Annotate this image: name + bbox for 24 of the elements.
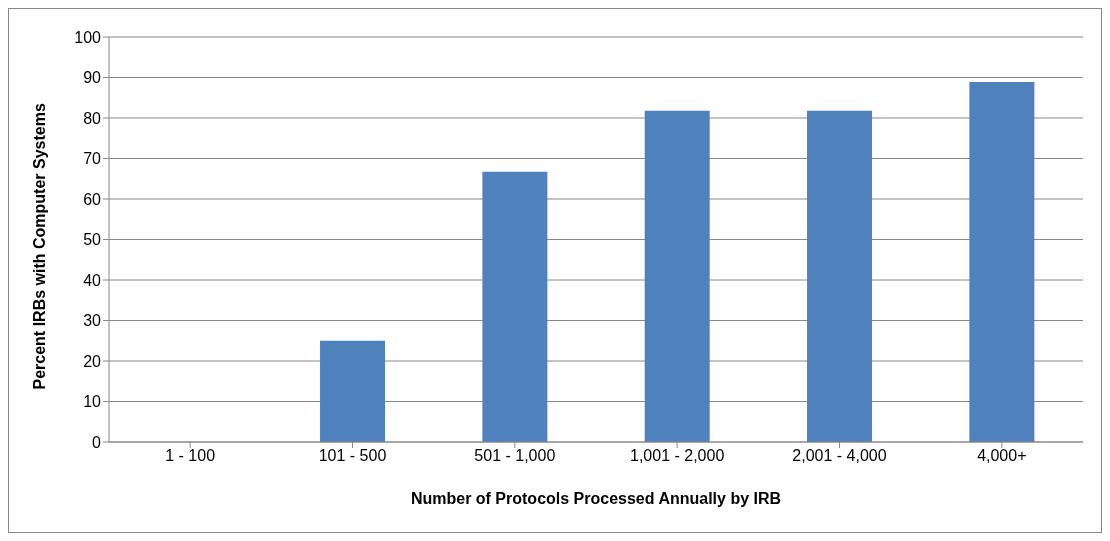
y-tick-label: 100 [74,28,102,46]
x-tick-label: 101 - 500 [318,447,387,465]
bar [482,171,548,442]
x-tick-label: 2,001 - 4,000 [792,447,887,465]
x-tick-label: 1 - 100 [165,447,216,465]
x-tick-label: 501 - 1,000 [474,447,556,465]
y-tick-label: 30 [83,312,102,330]
x-tick-label: 1,001 - 2,000 [630,447,725,465]
y-tick-label: 10 [83,393,102,411]
x-axis-title: Number of Protocols Processed Annually by IRB [410,490,782,507]
y-tick-label: 20 [83,352,102,370]
bar [644,110,710,442]
bar [807,110,873,442]
bar [969,81,1035,442]
y-tick-label: 90 [83,69,102,87]
y-tick-label: 70 [83,150,102,168]
bar [320,340,386,442]
y-tick-label: 40 [83,271,102,289]
y-tick-label: 60 [83,190,102,208]
y-tick-label: 80 [83,109,102,127]
y-tick-label: 0 [92,433,102,451]
x-tick-label: 4,000+ [977,447,1027,465]
y-tick-label: 50 [83,231,102,249]
y-axis-title: Percent IRBs with Computer Systems [30,103,48,390]
